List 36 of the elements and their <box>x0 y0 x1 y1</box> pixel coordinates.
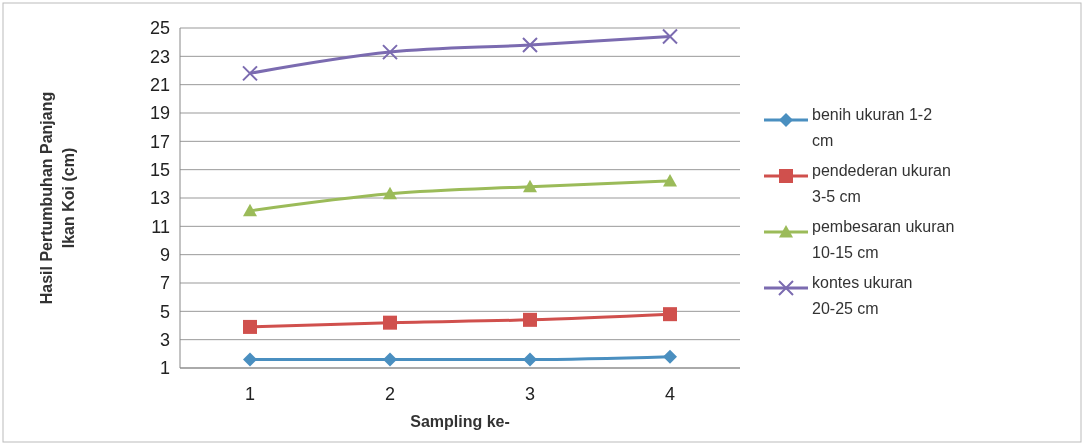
point <box>663 307 677 322</box>
point <box>523 179 537 193</box>
point <box>663 349 677 364</box>
y-tick-label: 7 <box>159 273 170 294</box>
point <box>663 174 677 187</box>
y-tick-label: 15 <box>149 159 170 180</box>
y-axis-title: Hasil Pertumbuhan Panjang Ikan Koi (cm) <box>38 91 77 305</box>
y-tick-label: 19 <box>149 103 170 124</box>
point <box>243 319 257 334</box>
x-tick-label: 2 <box>384 384 396 404</box>
legend-label: kontes ukuran 20-25 cm <box>812 274 913 317</box>
y-tick-label: 9 <box>159 244 170 265</box>
y-tick-label: 5 <box>159 301 170 322</box>
point <box>243 352 257 367</box>
point <box>522 37 538 53</box>
point <box>382 44 398 61</box>
point <box>383 186 397 200</box>
y-tick-label: 3 <box>159 329 170 350</box>
point <box>243 203 257 217</box>
point <box>242 65 258 82</box>
y-tick-label: 13 <box>149 188 170 209</box>
point <box>523 352 537 367</box>
y-tick-label: 11 <box>151 216 170 237</box>
x-tick-label: 1 <box>244 384 256 404</box>
x-tick-label: 3 <box>524 384 536 404</box>
y-tick-label: 25 <box>149 18 170 39</box>
y-tick-label: 21 <box>149 74 170 95</box>
y-tick-label: 17 <box>149 131 170 152</box>
x-axis-title: Sampling ke- <box>410 413 510 430</box>
y-tick-label: 1 <box>159 358 170 379</box>
point <box>523 312 537 327</box>
point <box>662 28 678 45</box>
x-tick-label: 4 <box>664 384 676 404</box>
point <box>383 352 397 367</box>
y-tick-label: 23 <box>149 46 170 67</box>
point <box>383 315 397 330</box>
